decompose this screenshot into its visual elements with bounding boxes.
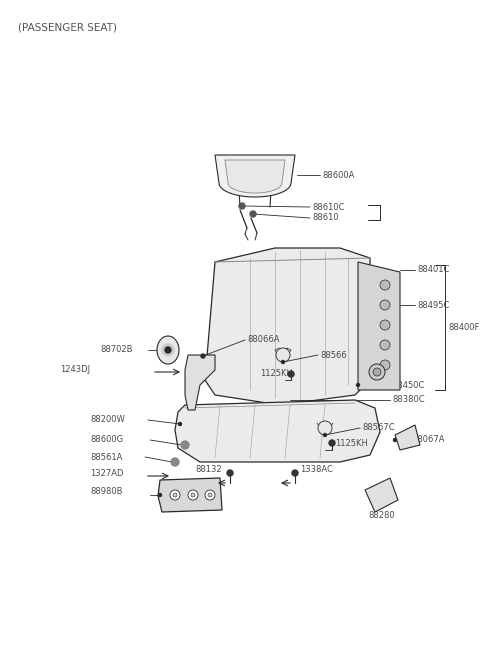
Circle shape xyxy=(329,440,335,446)
Text: 1327AD: 1327AD xyxy=(90,468,123,477)
Circle shape xyxy=(380,320,390,330)
Circle shape xyxy=(171,458,179,466)
Circle shape xyxy=(380,280,390,290)
Text: 88561A: 88561A xyxy=(90,453,122,462)
Circle shape xyxy=(158,493,161,496)
Text: 88200W: 88200W xyxy=(90,415,125,424)
Polygon shape xyxy=(215,155,295,197)
Circle shape xyxy=(227,470,233,476)
Circle shape xyxy=(369,364,385,380)
Circle shape xyxy=(239,203,245,209)
Circle shape xyxy=(179,422,181,426)
Circle shape xyxy=(201,354,205,358)
Text: 88567C: 88567C xyxy=(362,424,395,432)
Text: 88610C: 88610C xyxy=(312,202,345,212)
Text: 88280: 88280 xyxy=(368,512,395,521)
Text: 88495C: 88495C xyxy=(417,301,449,310)
Polygon shape xyxy=(225,160,285,193)
Circle shape xyxy=(357,383,360,386)
Circle shape xyxy=(205,490,215,500)
Text: 88067A: 88067A xyxy=(412,436,444,445)
Text: 88066A: 88066A xyxy=(247,335,279,345)
Text: 88600A: 88600A xyxy=(322,170,354,179)
Circle shape xyxy=(173,493,177,497)
Text: 88401C: 88401C xyxy=(417,265,449,274)
Ellipse shape xyxy=(157,336,179,364)
Circle shape xyxy=(292,470,298,476)
Circle shape xyxy=(380,340,390,350)
Circle shape xyxy=(276,348,290,362)
Circle shape xyxy=(394,438,396,441)
Circle shape xyxy=(324,434,326,436)
Circle shape xyxy=(281,360,285,364)
Text: 88400F: 88400F xyxy=(448,322,480,331)
Circle shape xyxy=(162,344,174,356)
Polygon shape xyxy=(358,262,400,390)
Text: 1125KH: 1125KH xyxy=(260,369,293,379)
Text: 88610: 88610 xyxy=(312,214,338,223)
Circle shape xyxy=(318,421,332,435)
Text: 88566: 88566 xyxy=(320,350,347,360)
Text: 1338AC: 1338AC xyxy=(300,466,333,474)
Circle shape xyxy=(380,300,390,310)
Text: 88380C: 88380C xyxy=(392,396,425,405)
Polygon shape xyxy=(158,478,222,512)
Circle shape xyxy=(208,493,212,497)
Text: 88702B: 88702B xyxy=(100,345,132,354)
Polygon shape xyxy=(365,478,398,512)
Text: 88450C: 88450C xyxy=(392,381,424,390)
Text: 88132: 88132 xyxy=(195,466,222,474)
Circle shape xyxy=(188,490,198,500)
Circle shape xyxy=(181,441,189,449)
Circle shape xyxy=(191,493,195,497)
Circle shape xyxy=(165,347,171,353)
Circle shape xyxy=(373,368,381,376)
Circle shape xyxy=(288,371,294,377)
Circle shape xyxy=(380,360,390,370)
Polygon shape xyxy=(205,248,370,405)
Polygon shape xyxy=(185,355,215,410)
Circle shape xyxy=(170,490,180,500)
Text: 1243DJ: 1243DJ xyxy=(60,365,90,375)
Circle shape xyxy=(250,211,256,217)
Text: 88600G: 88600G xyxy=(90,436,123,445)
Text: 1125KH: 1125KH xyxy=(335,438,368,447)
Polygon shape xyxy=(175,400,380,462)
Polygon shape xyxy=(395,425,420,450)
Text: (PASSENGER SEAT): (PASSENGER SEAT) xyxy=(18,23,117,33)
Text: 88980B: 88980B xyxy=(90,487,122,496)
